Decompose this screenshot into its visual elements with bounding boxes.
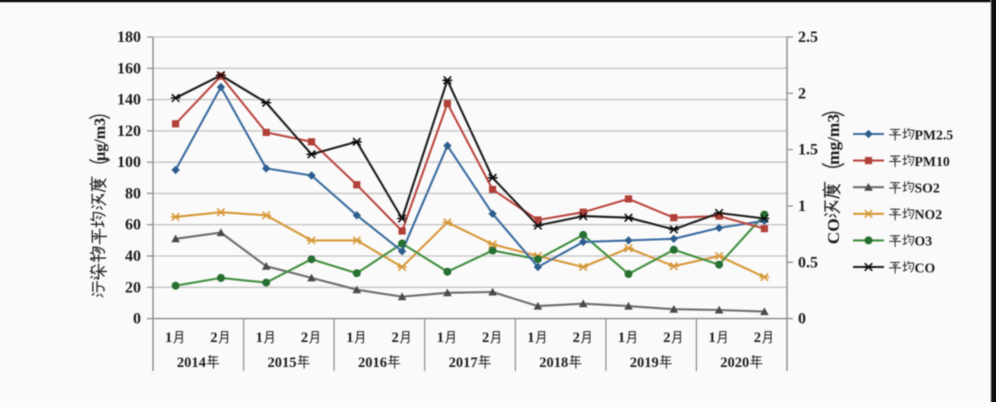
svg-text:2: 2	[301, 330, 308, 346]
svg-text:2017: 2017	[449, 355, 478, 371]
svg-text:2: 2	[663, 330, 670, 346]
svg-text:120: 120	[117, 123, 141, 140]
svg-text:20: 20	[125, 279, 141, 296]
svg-text:140: 140	[117, 92, 141, 109]
svg-text:1: 1	[346, 330, 353, 346]
svg-text:1: 1	[709, 330, 716, 346]
svg-text:1: 1	[527, 330, 534, 346]
svg-text:SO2: SO2	[915, 181, 940, 196]
svg-text:2: 2	[573, 330, 580, 346]
svg-text:2016: 2016	[358, 355, 387, 371]
svg-text:2019: 2019	[630, 355, 659, 371]
svg-text:100: 100	[117, 154, 141, 171]
svg-text:CO: CO	[915, 260, 936, 275]
svg-text:PM10: PM10	[915, 154, 950, 169]
svg-text:0: 0	[133, 311, 141, 328]
svg-text:2: 2	[798, 85, 806, 102]
svg-text:2018: 2018	[539, 355, 568, 371]
svg-text:1: 1	[437, 330, 444, 346]
svg-text:2: 2	[392, 330, 399, 346]
svg-text:1: 1	[798, 198, 806, 215]
svg-text:CO: CO	[824, 218, 843, 244]
svg-text:2015: 2015	[268, 355, 297, 371]
svg-text:40: 40	[125, 248, 141, 265]
svg-text:2: 2	[754, 330, 761, 346]
svg-text:2014: 2014	[177, 355, 206, 371]
svg-text:0.5: 0.5	[798, 254, 818, 271]
svg-text:1: 1	[618, 330, 625, 346]
svg-text:NO2: NO2	[915, 207, 943, 222]
svg-text:O3: O3	[915, 234, 933, 249]
svg-text:PM2.5: PM2.5	[915, 127, 954, 142]
svg-text:180: 180	[117, 29, 141, 46]
svg-text:60: 60	[125, 217, 141, 234]
svg-text:μg/m3: μg/m3	[92, 118, 109, 161]
svg-text:2: 2	[482, 330, 489, 346]
svg-text:mg/m3: mg/m3	[824, 114, 843, 165]
svg-text:80: 80	[125, 185, 141, 202]
svg-text:2: 2	[210, 330, 217, 346]
svg-text:1: 1	[256, 330, 263, 346]
svg-text:1: 1	[165, 330, 172, 346]
svg-text:1.5: 1.5	[798, 142, 818, 159]
svg-text:2.5: 2.5	[798, 29, 818, 46]
svg-text:160: 160	[117, 60, 141, 77]
svg-text:2020: 2020	[720, 355, 749, 371]
svg-text:0: 0	[798, 311, 806, 328]
